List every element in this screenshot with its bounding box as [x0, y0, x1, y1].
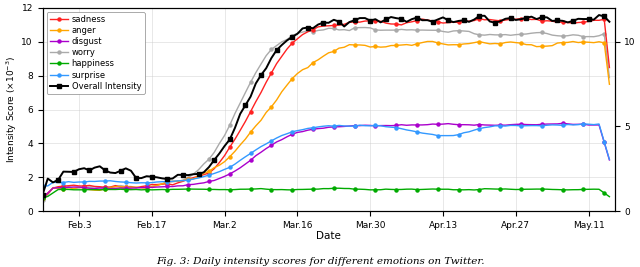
surprise	[439, 134, 447, 137]
disgust	[559, 122, 566, 125]
happiness	[574, 188, 582, 191]
Overall Intensity	[595, 13, 603, 17]
Line: worry: worry	[41, 26, 611, 202]
Overall Intensity	[439, 16, 447, 19]
sadness	[574, 21, 582, 24]
disgust	[439, 123, 447, 126]
Line: sadness: sadness	[41, 17, 611, 199]
worry	[205, 158, 213, 161]
worry	[314, 29, 322, 32]
happiness	[444, 188, 452, 191]
surprise	[299, 128, 307, 131]
surprise	[580, 122, 588, 125]
sadness	[595, 19, 603, 22]
sadness	[39, 196, 47, 199]
surprise	[595, 122, 603, 125]
anger	[205, 170, 213, 173]
worry	[595, 34, 603, 37]
worry	[39, 199, 47, 202]
sadness	[517, 17, 525, 20]
Line: anger: anger	[41, 40, 611, 199]
surprise	[569, 123, 577, 127]
happiness	[314, 187, 322, 191]
Overall Intensity	[605, 20, 613, 23]
Overall Intensity	[299, 27, 307, 30]
Line: Overall Intensity: Overall Intensity	[41, 14, 611, 196]
disgust	[314, 127, 322, 130]
worry	[574, 34, 582, 37]
Overall Intensity	[314, 23, 322, 26]
anger	[429, 40, 436, 43]
Overall Intensity	[569, 19, 577, 22]
surprise	[605, 158, 613, 161]
disgust	[605, 158, 613, 162]
disgust	[205, 180, 213, 183]
worry	[605, 76, 613, 79]
Text: Fig. 3: Daily intensity scores for different emotions on Twitter.: Fig. 3: Daily intensity scores for diffe…	[156, 257, 484, 266]
anger	[299, 68, 307, 71]
happiness	[39, 196, 47, 199]
anger	[605, 83, 613, 86]
surprise	[205, 174, 213, 177]
happiness	[605, 195, 613, 198]
sadness	[314, 25, 322, 29]
X-axis label: Date: Date	[316, 231, 341, 241]
anger	[314, 58, 322, 61]
Overall Intensity	[205, 166, 213, 169]
surprise	[314, 125, 322, 128]
disgust	[39, 196, 47, 199]
Y-axis label: Intensity Score ($\times10^{-3}$): Intensity Score ($\times10^{-3}$)	[4, 56, 19, 163]
sadness	[299, 33, 307, 36]
Line: surprise: surprise	[41, 122, 611, 187]
happiness	[299, 188, 307, 191]
Overall Intensity	[39, 193, 47, 196]
sadness	[605, 66, 613, 69]
worry	[361, 26, 369, 29]
Line: disgust: disgust	[41, 122, 611, 199]
happiness	[205, 188, 213, 191]
Line: happiness: happiness	[41, 187, 611, 199]
Overall Intensity	[590, 18, 598, 21]
disgust	[299, 130, 307, 133]
worry	[299, 30, 307, 34]
anger	[574, 41, 582, 44]
surprise	[39, 184, 47, 187]
anger	[444, 43, 452, 46]
anger	[595, 40, 603, 43]
disgust	[574, 123, 582, 126]
happiness	[595, 188, 603, 191]
sadness	[439, 21, 447, 25]
anger	[39, 196, 47, 199]
happiness	[335, 187, 343, 190]
sadness	[205, 171, 213, 175]
disgust	[595, 123, 603, 127]
worry	[444, 31, 452, 34]
Legend: sadness, anger, disgust, worry, happiness, surprise, Overall Intensity: sadness, anger, disgust, worry, happines…	[47, 12, 145, 94]
